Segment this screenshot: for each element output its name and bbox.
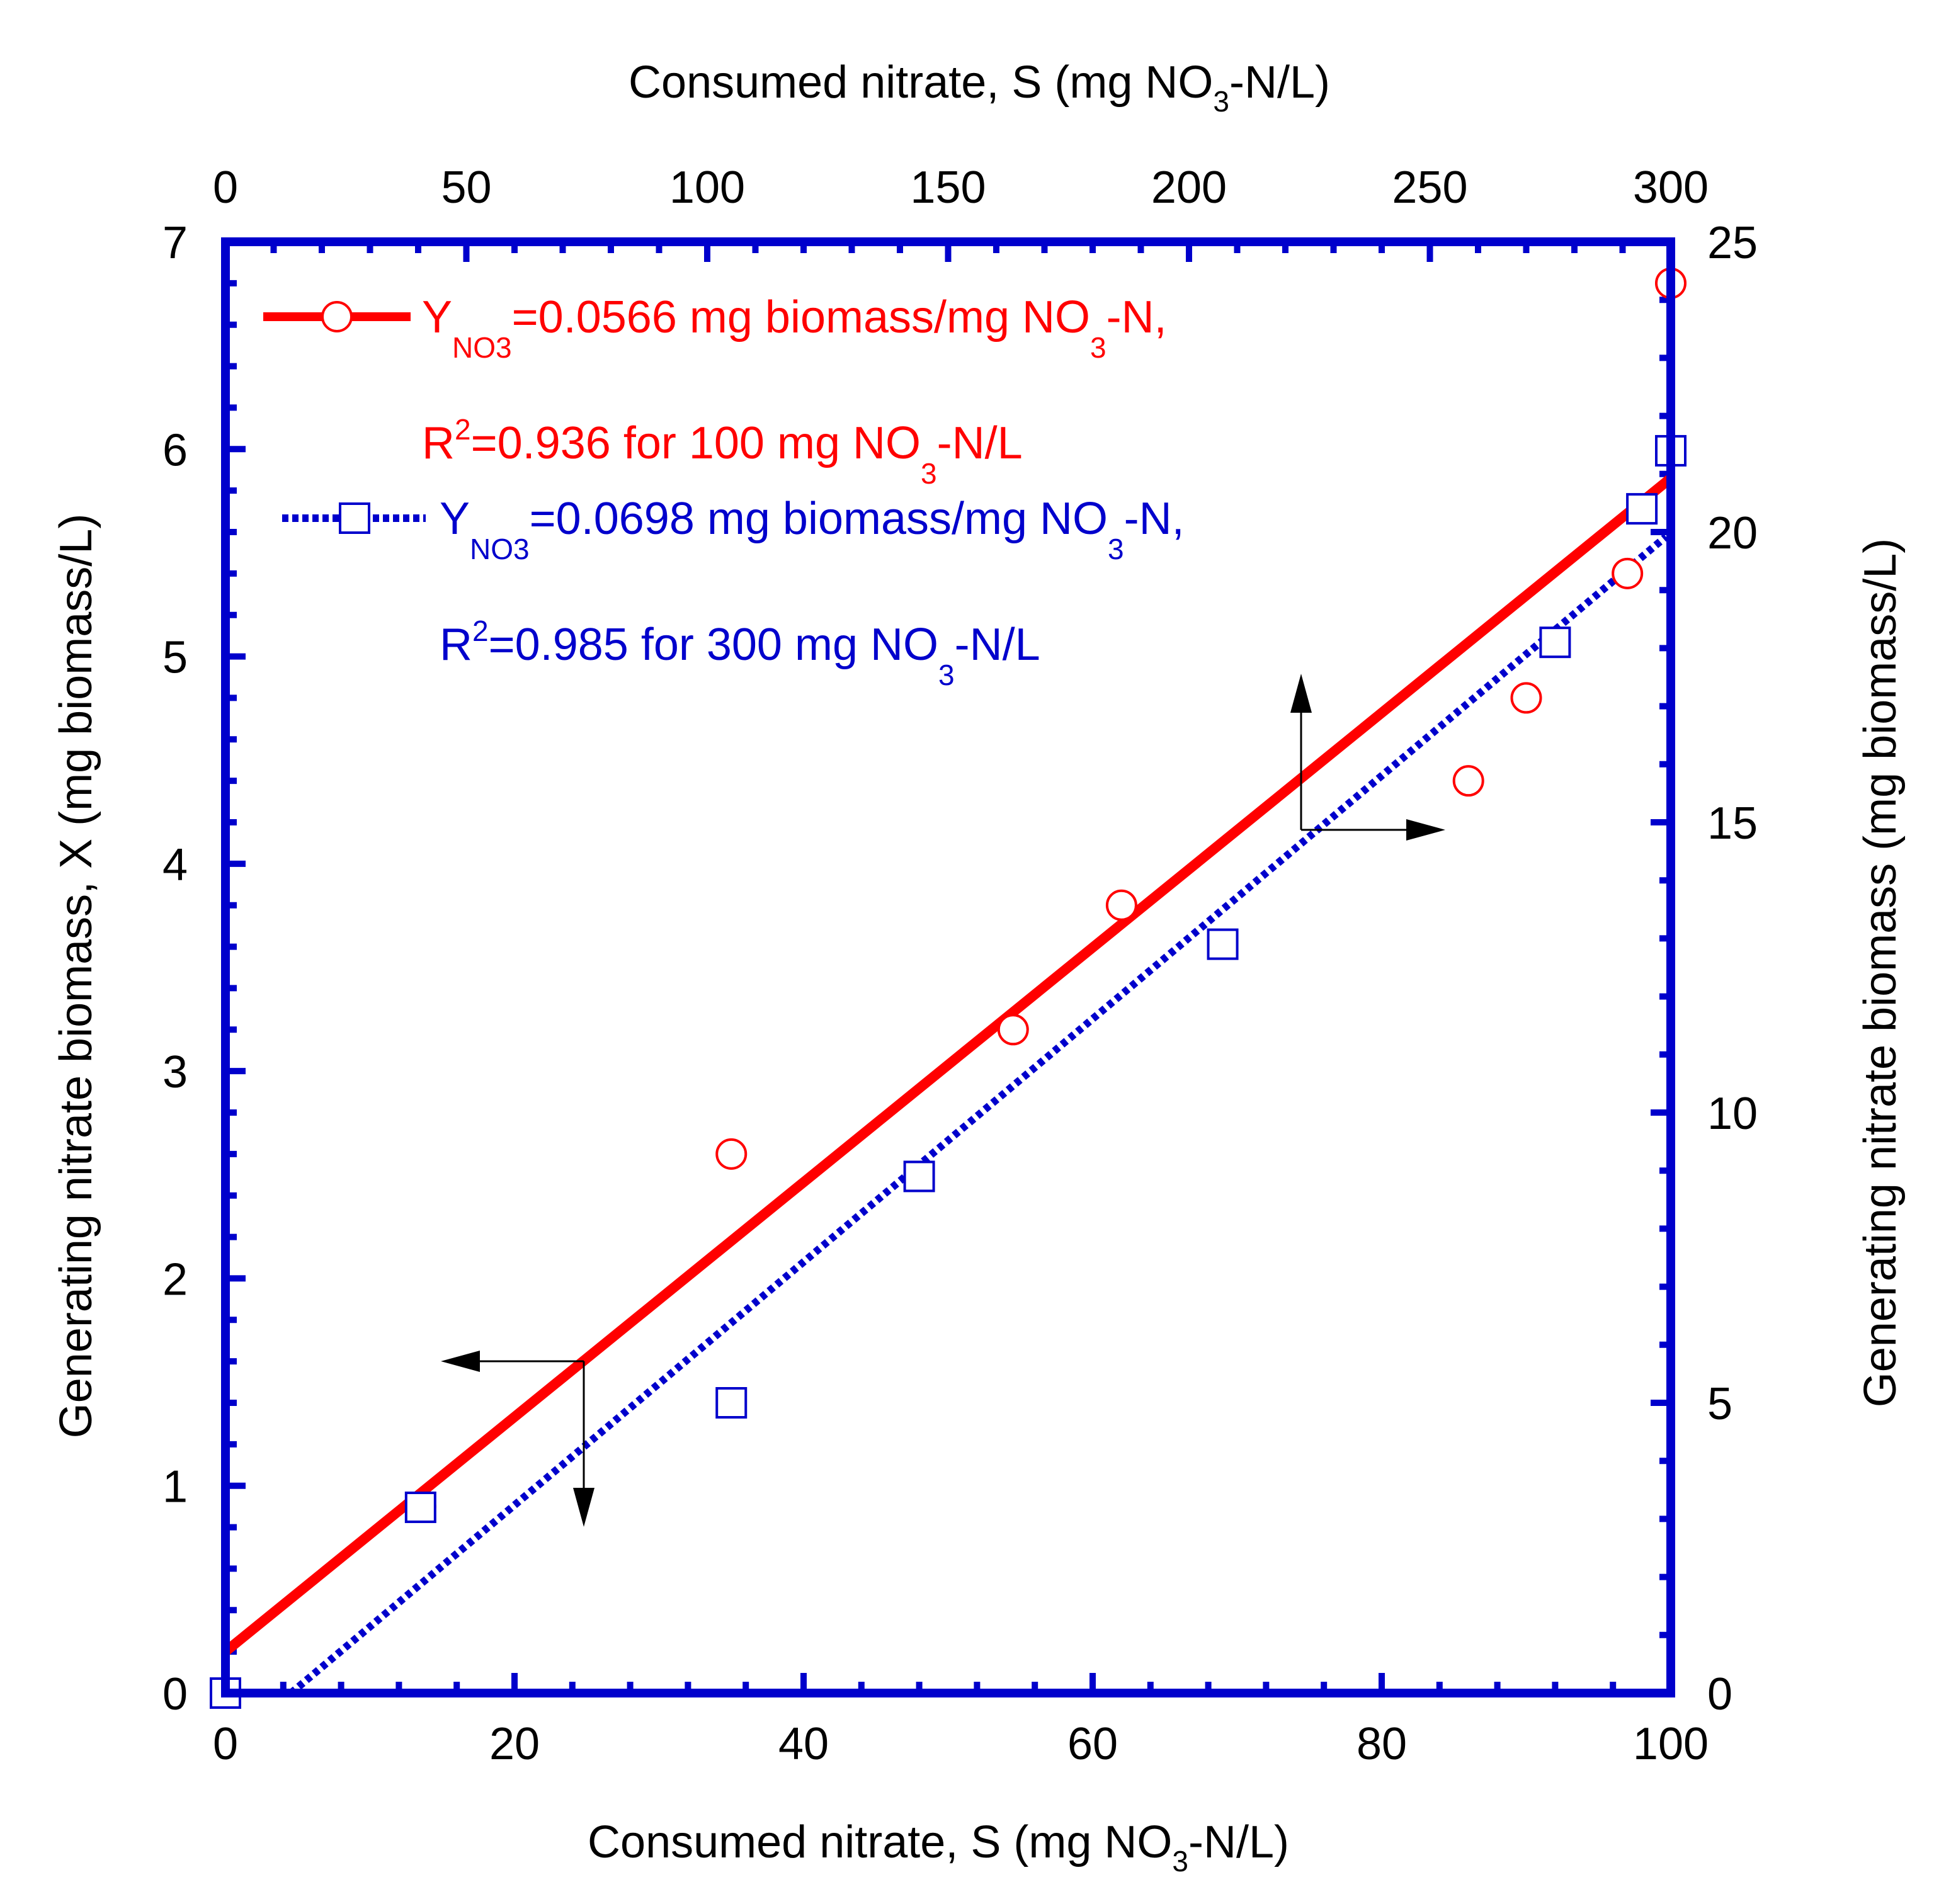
left-axis-title: Generating nitrate biomass, X (mg biomas…	[51, 514, 101, 1439]
left-tick-label: 0	[162, 1669, 188, 1720]
legend: YNO3=0.0566 mg biomass/mg NO3-N, R2=0.93…	[263, 292, 1185, 691]
left-tick-label: 2	[162, 1254, 188, 1305]
right-tick-label: 10	[1707, 1089, 1758, 1139]
top-tick-label: 100	[669, 162, 745, 213]
left-tick-label: 6	[162, 425, 188, 475]
data-point-100	[715, 1138, 748, 1170]
top-tick-label: 50	[441, 162, 491, 213]
fit-line-100	[222, 474, 1675, 1656]
left-tick-label: 1	[162, 1462, 188, 1512]
left-tick-label: 3	[162, 1047, 188, 1097]
arrow-left-axis-indicator	[441, 1351, 594, 1527]
data-point-100	[1510, 682, 1542, 714]
right-tick-label: 20	[1707, 508, 1758, 558]
data-point-300	[1626, 493, 1658, 525]
bottom-axis-title: Consumed nitrate, S (mg NO3-N/L)	[588, 1817, 1289, 1878]
legend-entry-100: YNO3=0.0566 mg biomass/mg NO3-N, R2=0.93…	[263, 292, 1167, 490]
left-tick-label: 4	[162, 840, 188, 890]
data-point-300	[903, 1160, 935, 1193]
fit-lines	[222, 474, 1675, 1696]
bottom-tick-label: 40	[778, 1719, 829, 1769]
bottom-tick-label: 60	[1067, 1719, 1118, 1769]
top-tick-label: 300	[1633, 162, 1709, 213]
top-tick-label: 250	[1392, 162, 1467, 213]
legend-entry-300: YNO3=0.0698 mg biomass/mg NO3-N, R2=0.98…	[282, 494, 1185, 691]
top-tick-label: 200	[1151, 162, 1227, 213]
data-point-100	[997, 1014, 1029, 1046]
right-tick-label: 15	[1707, 798, 1758, 849]
legend-r2-300: R2=0.985 for 300 mg NO3-N/L	[440, 615, 1040, 691]
legend-label-100: YNO3=0.0566 mg biomass/mg NO3-N,	[422, 292, 1167, 364]
top-tick-label: 150	[910, 162, 986, 213]
plot-frame	[221, 237, 1675, 1697]
right-tick-label: 0	[1707, 1669, 1732, 1720]
data-points	[210, 267, 1687, 1709]
top-axis-title: Consumed nitrate, S (mg NO3-N/L)	[629, 57, 1330, 118]
top-tick-label: 0	[213, 162, 238, 213]
right-axis-title: Generating nitrate biomass (mg biomass/L…	[1855, 538, 1906, 1408]
bottom-tick-label: 0	[213, 1719, 238, 1769]
data-point-300	[1207, 928, 1239, 960]
data-point-100	[1612, 557, 1644, 589]
bottom-tick-label: 100	[1633, 1719, 1709, 1769]
legend-r2-100: R2=0.936 for 100 mg NO3-N/L	[422, 413, 1023, 490]
left-tick-label: 5	[162, 633, 188, 683]
bottom-tick-label: 80	[1357, 1719, 1407, 1769]
data-point-300	[404, 1491, 436, 1523]
data-point-100	[1452, 765, 1484, 797]
data-point-100	[1105, 889, 1137, 921]
arrow-right-axis-indicator	[1290, 674, 1445, 841]
fit-line-300	[288, 533, 1669, 1696]
right-tick-label: 25	[1707, 218, 1758, 268]
right-tick-label: 5	[1707, 1379, 1732, 1429]
legend-label-300: YNO3=0.0698 mg biomass/mg NO3-N,	[440, 494, 1185, 565]
data-point-300	[1539, 626, 1571, 659]
left-tick-label: 7	[162, 218, 188, 268]
bottom-tick-label: 20	[489, 1719, 540, 1769]
data-point-300	[715, 1387, 748, 1419]
